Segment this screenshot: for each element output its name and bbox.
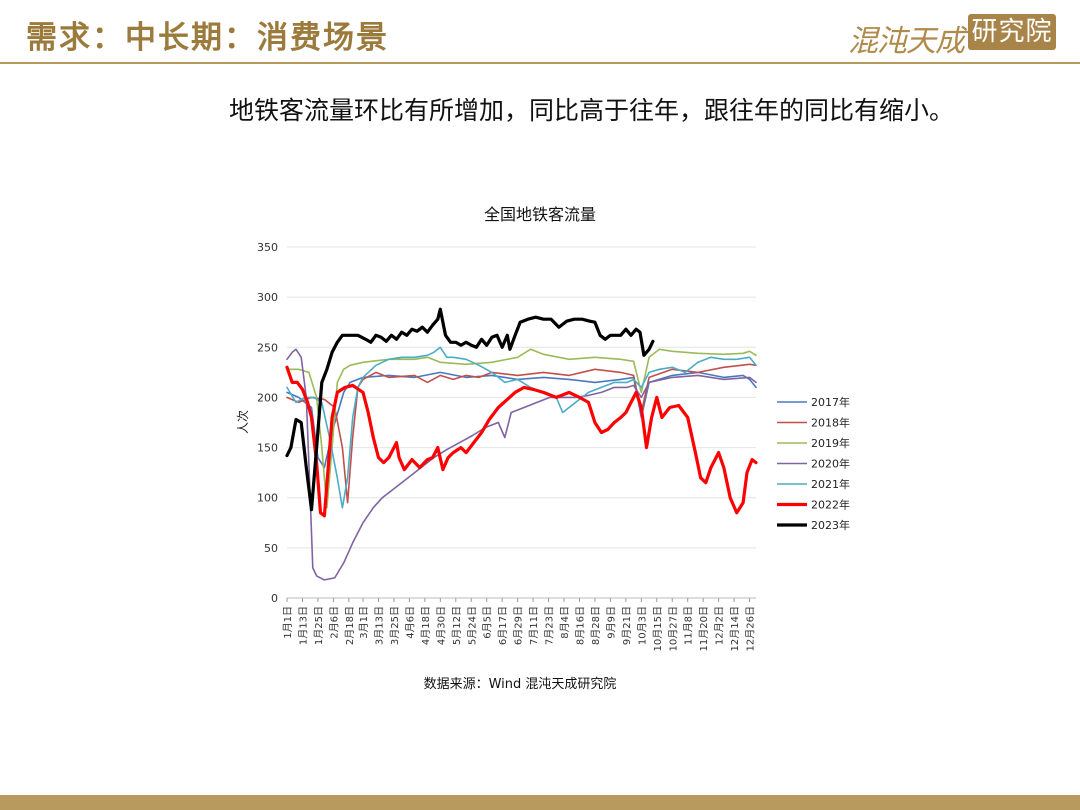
x-tick-label: 10月3日 xyxy=(636,606,648,645)
series-line-2020年 xyxy=(286,348,757,581)
series-lines xyxy=(285,307,758,581)
x-tick-label: 3月13日 xyxy=(373,606,385,645)
y-tick-label: 300 xyxy=(257,291,278,304)
x-tick-label: 3月25日 xyxy=(389,606,401,645)
subway-ridership-chart: 全国地铁客流量 人次 数据来源：Wind 混沌天成研究院 0 50 100 150 20… xyxy=(236,205,850,692)
legend-label: 2023年 xyxy=(811,518,850,532)
legend-label: 2018年 xyxy=(811,416,850,430)
y-tick-label: 100 xyxy=(257,492,278,505)
x-tick-label: 9月21日 xyxy=(621,606,633,645)
y-tick-label: 0 xyxy=(271,592,278,605)
y-axis-label: 人次 xyxy=(236,410,250,434)
x-tick-label: 10月15日 xyxy=(652,606,664,651)
x-tick-label: 12月26日 xyxy=(745,606,757,651)
x-tick-label: 1月13日 xyxy=(297,606,309,645)
logo-script: 混沌天成 xyxy=(848,24,965,59)
series-line-2019年 xyxy=(286,348,757,509)
x-tick-label: 11月20日 xyxy=(698,606,710,651)
x-tick-label: 1月1日 xyxy=(282,606,294,639)
series-line-2021年 xyxy=(286,346,757,509)
x-tick-labels: 1月1日 1月13日 1月25日 2月6日 2月18日 3月1日 3月13日 3月25日 4月6… xyxy=(282,606,757,651)
legend-label: 2019年 xyxy=(811,436,850,450)
x-tick-label: 4月18日 xyxy=(420,606,432,645)
x-tick-label: 7月23日 xyxy=(544,606,556,645)
x-tick-label: 3月1日 xyxy=(358,606,370,639)
chart-title: 全国地铁客流量 xyxy=(484,205,596,224)
logo-seal: 研究院 xyxy=(968,14,1056,50)
x-tick-label: 10月27日 xyxy=(667,606,679,651)
x-tick-label: 8月28日 xyxy=(590,606,602,645)
x-tick-label: 6月17日 xyxy=(497,606,509,645)
x-tick-label: 9月9日 xyxy=(605,606,617,639)
x-tick-label: 5月12日 xyxy=(451,606,463,645)
x-tick-label: 6月5日 xyxy=(482,606,494,639)
x-tick-label: 2月18日 xyxy=(344,606,356,645)
x-tick-label: 8月4日 xyxy=(559,606,571,639)
header-divider xyxy=(0,62,1080,64)
y-tick-label: 50 xyxy=(264,542,278,555)
x-tick-label: 12月2日 xyxy=(714,606,726,645)
legend-label: 2021年 xyxy=(811,477,850,491)
x-tick-label: 4月6日 xyxy=(404,606,416,639)
page-title: 需求：中长期：消费场景 xyxy=(26,20,389,56)
body-paragraph: 地铁客流量环比有所增加，同比高于往年，跟往年的同比有缩小。 xyxy=(229,96,955,125)
source-note: 数据来源：Wind 混沌天成研究院 xyxy=(424,677,617,692)
grid-layer xyxy=(286,246,756,602)
legend-label: 2020年 xyxy=(811,457,850,471)
x-tick-label: 6月29日 xyxy=(513,606,525,645)
legend-label: 2017年 xyxy=(811,395,850,409)
x-tick-label: 5月24日 xyxy=(466,606,478,645)
x-tick-label: 11月8日 xyxy=(683,606,695,645)
x-tick-label: 4月30日 xyxy=(435,606,447,645)
y-tick-label: 150 xyxy=(257,442,278,455)
legend: 2017年 2018年 2019年 2020年 2021年 2022年 2023年 xyxy=(777,395,850,532)
series-line-2022年 xyxy=(285,365,758,518)
x-tick-label: 8月16日 xyxy=(574,606,586,645)
y-tick-label: 350 xyxy=(257,241,278,254)
header: 需求：中长期：消费场景 混沌天成 研究院 xyxy=(0,0,1080,64)
y-tick-label: 200 xyxy=(257,391,278,404)
y-tick-labels: 0 50 100 150 200 250 300 350 xyxy=(257,241,278,605)
x-tick-label: 1月25日 xyxy=(313,606,325,645)
y-tick-label: 250 xyxy=(257,341,278,354)
x-tick-label: 2月6日 xyxy=(328,606,340,639)
footer-bar xyxy=(0,795,1080,810)
x-tick-label: 12月14日 xyxy=(729,606,741,651)
series-line-2023年 xyxy=(285,307,655,512)
x-tick-label: 7月11日 xyxy=(528,606,540,645)
legend-label: 2022年 xyxy=(811,498,850,512)
series-line-2018年 xyxy=(286,363,757,504)
